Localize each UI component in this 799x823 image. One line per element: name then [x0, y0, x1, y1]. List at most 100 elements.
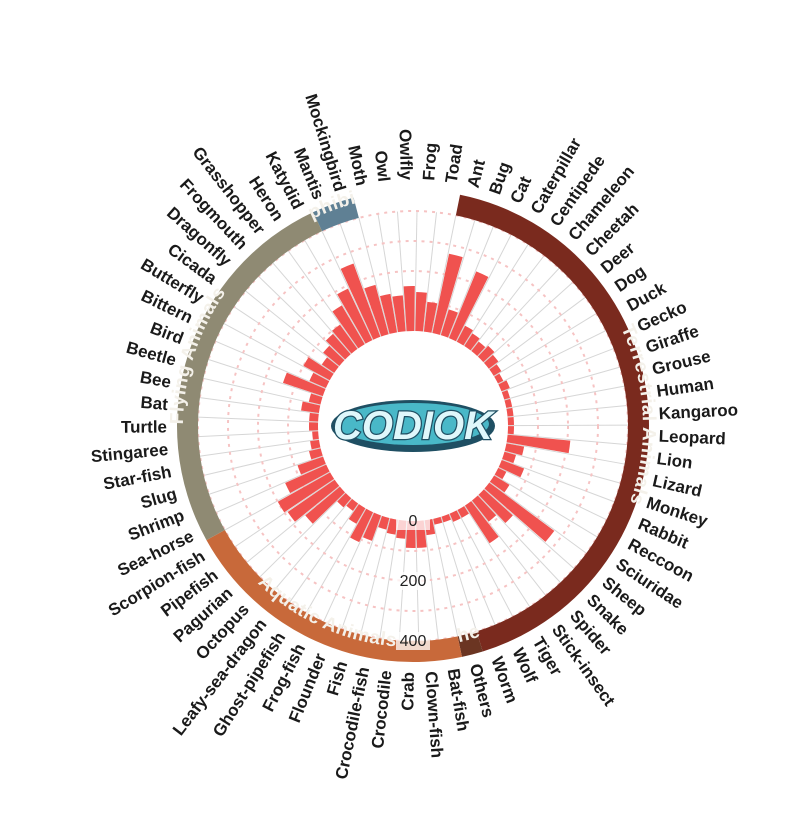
group-band: Terrestrial AnimalsOthersAquatic Animals…: [0, 0, 659, 662]
grid-line: [272, 262, 352, 355]
bar: [494, 467, 507, 480]
tick-label: 200: [400, 573, 427, 590]
grid-line: [339, 223, 382, 337]
bar: [305, 486, 345, 524]
bar: [504, 398, 513, 408]
bar: [392, 295, 406, 333]
grid-line: [507, 424, 629, 427]
bar: [287, 479, 340, 522]
grid-line: [494, 474, 598, 538]
bar: [379, 293, 398, 334]
category-label: Crab: [398, 672, 418, 711]
grid-line: [440, 516, 478, 632]
grid-line: [439, 219, 476, 336]
bar: [471, 341, 486, 356]
bar: [502, 451, 516, 464]
bar: [301, 401, 321, 413]
bar: [350, 508, 374, 543]
bar: [332, 305, 365, 349]
grid-line: [414, 211, 418, 332]
bar: [309, 372, 330, 389]
category-label: Bee: [139, 368, 173, 392]
logo-text: CODIOK: [333, 404, 496, 448]
grid-line: [246, 485, 340, 563]
group-segment: [457, 631, 483, 657]
grid-line: [258, 275, 346, 361]
grid-line: [341, 515, 383, 630]
tick-label-bg: [396, 512, 430, 530]
bar: [478, 489, 513, 524]
bar: [506, 434, 571, 454]
category-label: Crocodile: [368, 669, 395, 749]
grid-line: [396, 211, 407, 332]
bar: [282, 372, 326, 397]
bar: [507, 416, 514, 426]
bar: [494, 373, 504, 384]
bar: [441, 514, 451, 523]
category-label: Turtle: [121, 418, 167, 437]
bar: [483, 354, 499, 369]
grid-line: [506, 442, 625, 465]
grid-line: [455, 234, 512, 342]
category-label: Ant: [464, 157, 489, 189]
tick-label: 400: [400, 633, 427, 650]
group-segment: [206, 530, 462, 662]
grid-line: [198, 416, 319, 423]
category-label: Human: [655, 374, 715, 401]
bar: [506, 407, 514, 417]
bar: [337, 493, 352, 508]
bar: [312, 431, 319, 440]
bar: [504, 443, 525, 456]
bar: [432, 253, 463, 335]
bar: [277, 472, 335, 513]
grid-ring: [287, 300, 539, 552]
tick-label-bg: [396, 632, 430, 650]
bar: [498, 459, 525, 478]
grid-line: [215, 463, 327, 513]
category-label: Moth: [344, 144, 371, 188]
bar: [403, 286, 415, 332]
category-label: Owlfly: [396, 129, 416, 181]
bar: [297, 456, 326, 475]
category-label: Lion: [656, 449, 694, 473]
category-label: Frog: [419, 142, 440, 181]
grid-line: [379, 519, 399, 639]
grid-line: [448, 513, 496, 625]
grid-line: [199, 397, 319, 414]
bar: [309, 422, 319, 431]
grid-line: [245, 290, 340, 367]
logo-badge-highlight: [337, 403, 489, 445]
bar: [449, 510, 461, 522]
grid-line: [223, 323, 330, 382]
category-label: Stingaree: [90, 440, 169, 466]
bar: [415, 292, 427, 332]
grid-line: [501, 459, 615, 503]
group-segment: [313, 197, 359, 232]
grid-line: [215, 340, 326, 389]
grid-line: [497, 330, 606, 385]
grid-line: [507, 433, 628, 446]
bar: [477, 345, 495, 363]
grid-line: [498, 466, 607, 521]
bar: [464, 333, 480, 351]
bar: [308, 393, 323, 405]
grid-line: [477, 267, 560, 357]
grid-line: [259, 492, 346, 578]
bar: [309, 412, 319, 422]
bar: [457, 506, 469, 518]
bar: [348, 504, 366, 524]
bar: [332, 324, 358, 354]
bar: [440, 309, 458, 338]
bar: [340, 263, 381, 340]
bar: [303, 357, 334, 381]
bar: [362, 512, 382, 541]
category-label: Toad: [442, 143, 467, 185]
bar: [471, 495, 497, 522]
group-segment: [455, 194, 649, 652]
bar: [310, 439, 321, 450]
grid-line: [422, 212, 438, 332]
bar: [456, 325, 473, 346]
grid-line: [208, 455, 324, 495]
bar: [448, 271, 489, 342]
group-segment: [177, 212, 323, 541]
